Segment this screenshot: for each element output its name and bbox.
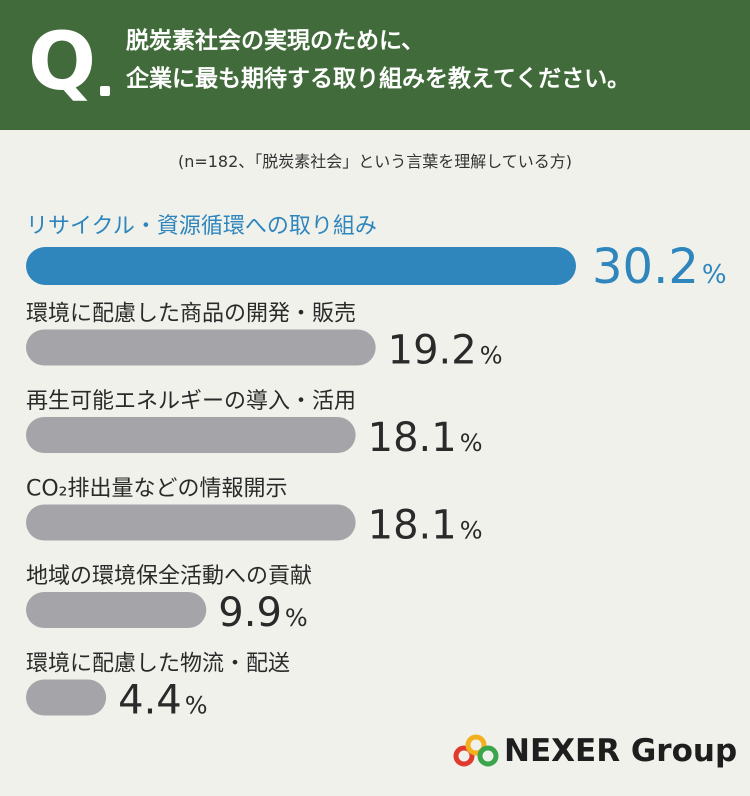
question-header: Q 脱炭素社会の実現のために、 企業に最も期待する取り組みを教えてください。 — [0, 0, 750, 130]
bar-label: リサイクル・資源循環への取り組み — [26, 214, 377, 239]
bar — [26, 247, 576, 285]
nexer-logo: NEXER Group — [452, 730, 737, 776]
bar — [26, 417, 356, 453]
sample-note: (n=182、「脱炭素社会」という言葉を理解している方) — [177, 152, 573, 171]
bar-value-label: 30.2% — [592, 239, 727, 295]
bar-label: CO₂排出量などの情報開示 — [26, 477, 288, 502]
question-line-1: 脱炭素社会の実現のために、 — [126, 28, 425, 54]
bar — [26, 504, 356, 541]
bar-value-label: 18.1% — [368, 503, 483, 549]
bar-value-label: 9.9% — [218, 590, 307, 636]
bar — [26, 592, 207, 628]
logo-rings-icon — [453, 734, 499, 767]
question-line-2: 企業に最も期待する取り組みを教えてください。 — [126, 66, 631, 92]
bar-label: 環境に配慮した商品の開発・販売 — [26, 302, 356, 327]
bar-label: 再生可能エネルギーの導入・活用 — [26, 389, 356, 414]
question-text: 脱炭素社会の実現のために、 企業に最も期待する取り組みを教えてください。 — [126, 22, 736, 98]
bar-chart: リサイクル・資源循環への取り組み 30.2 % 環境に配慮した商品の開発・販売 19.2… — [26, 214, 727, 721]
bar-label: 地域の環境保全活動への貢献 — [26, 564, 312, 589]
logo-text: NEXER Group — [504, 733, 738, 769]
bar — [26, 329, 376, 366]
bar-value-label: 19.2% — [388, 328, 503, 374]
bar-label: 環境に配慮した物流・配送 — [26, 652, 290, 677]
bar — [26, 679, 107, 716]
bar-value-label: 18.1% — [368, 415, 483, 461]
bar-value-label: 4.4% — [118, 678, 207, 721]
question-marker: Q — [28, 15, 97, 108]
question-marker-dot — [100, 86, 110, 96]
